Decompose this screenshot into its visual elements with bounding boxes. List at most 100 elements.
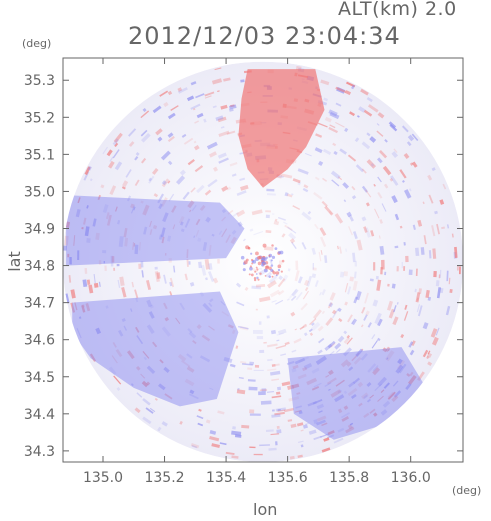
speckle — [358, 106, 366, 113]
speckle — [86, 279, 91, 285]
speckle — [317, 325, 324, 332]
speckle — [339, 148, 347, 155]
center-speckle — [277, 264, 282, 269]
speckle — [422, 322, 429, 330]
speckle — [70, 289, 76, 299]
speckle — [416, 297, 419, 301]
speckle — [454, 246, 458, 259]
speckle — [247, 367, 253, 371]
speckle — [348, 214, 354, 222]
speckle — [175, 175, 186, 185]
speckle — [324, 116, 332, 123]
speckle — [370, 163, 375, 167]
speckle — [131, 281, 135, 288]
speckle — [249, 413, 261, 416]
speckle — [251, 285, 262, 290]
speckle — [322, 177, 328, 182]
speckle — [300, 429, 304, 432]
speckle — [321, 289, 326, 296]
speckle — [411, 340, 416, 347]
center-speckle — [268, 254, 271, 257]
region-negative — [72, 291, 239, 407]
speckle — [266, 188, 275, 192]
speckle — [373, 262, 376, 271]
speckle — [253, 369, 264, 372]
speckle — [353, 271, 357, 279]
speckle — [354, 137, 360, 143]
speckle — [334, 342, 342, 350]
speckle — [169, 281, 173, 287]
y-tick-label: 35.1 — [24, 147, 55, 163]
speckle — [318, 337, 325, 344]
speckle — [288, 289, 297, 299]
speckle — [351, 318, 358, 326]
speckle — [301, 211, 312, 221]
speckle — [167, 112, 176, 120]
speckle — [154, 397, 158, 401]
speckle — [106, 149, 113, 157]
speckle — [179, 420, 183, 425]
speckle — [328, 302, 334, 308]
center-speckle — [243, 260, 248, 265]
speckle — [331, 308, 339, 319]
speckle — [186, 95, 195, 102]
speckle — [212, 105, 217, 109]
y-tick-label: 35.0 — [24, 184, 55, 200]
speckle — [88, 284, 94, 294]
speckle — [284, 224, 293, 231]
speckle — [343, 271, 349, 277]
speckle — [276, 332, 284, 336]
speckle — [253, 230, 264, 236]
speckle — [177, 87, 183, 92]
speckle — [293, 337, 302, 344]
speckle — [384, 183, 389, 189]
speckle — [426, 355, 430, 360]
speckle — [446, 224, 450, 229]
speckle — [315, 133, 323, 138]
speckle — [280, 353, 287, 356]
speckle — [379, 219, 383, 224]
center-speckle — [281, 259, 285, 263]
speckle — [394, 213, 400, 221]
speckle — [290, 423, 297, 429]
speckle — [335, 121, 345, 128]
speckle — [226, 130, 236, 135]
speckle — [276, 339, 280, 342]
speckle — [109, 156, 114, 162]
speckle — [361, 168, 367, 174]
speckle — [441, 226, 445, 230]
speckle — [296, 422, 304, 427]
center-speckle — [261, 261, 264, 264]
speckle — [167, 132, 174, 138]
speckle — [328, 126, 338, 134]
speckle — [190, 443, 200, 449]
speckle — [342, 182, 350, 189]
center-speckle — [265, 256, 268, 260]
speckle — [313, 435, 322, 441]
speckle — [381, 259, 385, 270]
speckle — [284, 341, 290, 346]
speckle — [352, 252, 356, 263]
speckle — [65, 293, 70, 304]
speckle — [196, 415, 204, 420]
speckle — [399, 169, 407, 179]
speckle — [229, 108, 234, 112]
speckle — [160, 150, 171, 161]
speckle — [374, 208, 380, 219]
speckle — [242, 238, 246, 242]
speckle — [114, 142, 119, 148]
speckle — [260, 400, 272, 405]
speckle — [119, 276, 125, 287]
speckle — [134, 289, 139, 299]
speckle — [422, 349, 429, 358]
center-speckle — [271, 275, 274, 278]
speckle — [183, 137, 194, 145]
speckle — [98, 281, 101, 287]
speckle — [439, 199, 445, 205]
y-tick-label: 34.8 — [24, 259, 55, 275]
speckle — [217, 259, 220, 264]
speckle — [249, 446, 256, 449]
speckle — [236, 301, 245, 307]
speckle — [209, 430, 217, 435]
speckle — [265, 271, 272, 278]
